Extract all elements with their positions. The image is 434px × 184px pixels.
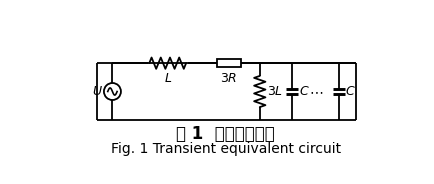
Text: $3L$: $3L$	[266, 85, 282, 98]
Text: 图 1  暂态等效电路: 图 1 暂态等效电路	[176, 125, 275, 143]
Text: $3R$: $3R$	[220, 72, 237, 85]
Text: $L$: $L$	[163, 72, 171, 85]
Text: Fig. 1 Transient equivalent circuit: Fig. 1 Transient equivalent circuit	[111, 142, 340, 156]
Text: $C$: $C$	[344, 85, 355, 98]
Bar	[216, 59, 240, 67]
Text: $C$: $C$	[298, 85, 309, 98]
Text: $\cdots$: $\cdots$	[308, 84, 322, 98]
Text: $U$: $U$	[92, 85, 103, 98]
